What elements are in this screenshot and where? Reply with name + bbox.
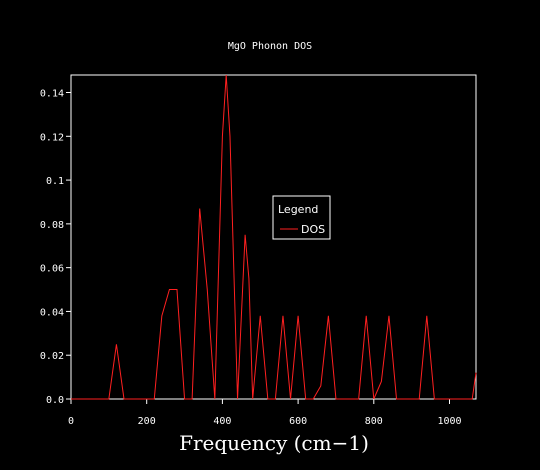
- x-tick-label: 400: [213, 416, 231, 427]
- chart-title: MgO Phonon DOS: [228, 41, 312, 52]
- x-tick-label: 600: [289, 416, 307, 427]
- legend: Legend DOS: [272, 195, 331, 240]
- legend-box: [272, 195, 331, 240]
- legend-title: Legend: [278, 203, 318, 216]
- y-tick-label: 0.14: [40, 89, 64, 100]
- y-tick-label: 0.1: [46, 176, 64, 187]
- y-tick-label: 0.0: [46, 395, 64, 406]
- series-line-dos: [71, 74, 477, 400]
- y-tick-label: 0.04: [40, 307, 64, 318]
- x-tick-label: 1000: [437, 416, 461, 427]
- legend-entry-dos: DOS: [301, 223, 325, 236]
- y-tick-label: 0.12: [40, 132, 64, 143]
- y-tick-label: 0.02: [40, 351, 64, 362]
- x-tick-label: 800: [365, 416, 383, 427]
- y-tick-label: 0.08: [40, 220, 64, 231]
- x-tick-label: 200: [138, 416, 156, 427]
- x-tick-label: 0: [68, 416, 74, 427]
- y-axis: 0.0 0.02 0.04 0.06 0.08 0.1 0.12 0.14: [40, 89, 71, 406]
- series-layer: [71, 74, 477, 400]
- y-tick-label: 0.06: [40, 264, 64, 275]
- x-axis-label: Frequency (cm−1): [179, 431, 369, 455]
- x-axis: 0 200 400 600 800 1000: [68, 399, 462, 427]
